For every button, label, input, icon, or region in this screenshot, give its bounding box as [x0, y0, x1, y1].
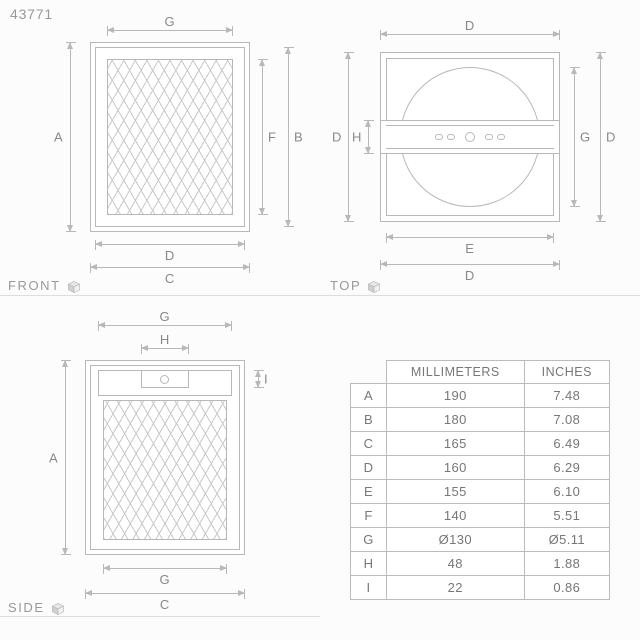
table-cell: 165 — [387, 432, 525, 456]
dim-side-g2: G — [103, 568, 227, 569]
side-view: G H G C A I — [30, 315, 310, 625]
dim-front-c: C — [90, 267, 250, 268]
table-row: H481.88 — [351, 552, 610, 576]
table-cell: F — [351, 504, 387, 528]
dim-top-d2: D — [380, 264, 560, 265]
dim-front-a: A — [70, 42, 71, 232]
table-cell: 6.10 — [524, 480, 609, 504]
table-row: I220.86 — [351, 576, 610, 600]
table-cell: 155 — [387, 480, 525, 504]
dim-top-e: E — [386, 237, 554, 238]
table-cell: 180 — [387, 408, 525, 432]
table-cell: 6.29 — [524, 456, 609, 480]
dim-top-h: H — [368, 120, 369, 154]
dim-side-h: H — [141, 348, 189, 349]
dimensions-table: MILLIMETERS INCHES A1907.48B1807.08C1656… — [350, 360, 610, 600]
table-cell: 1.88 — [524, 552, 609, 576]
table-header: INCHES — [524, 361, 609, 384]
table-row: F1405.51 — [351, 504, 610, 528]
dim-side-c: C — [85, 593, 245, 594]
table-cell: 140 — [387, 504, 525, 528]
table-cell: 0.86 — [524, 576, 609, 600]
table-cell: 48 — [387, 552, 525, 576]
table-cell: 160 — [387, 456, 525, 480]
front-view: G D C A F B — [30, 12, 310, 292]
table-cell: B — [351, 408, 387, 432]
table-row: C1656.49 — [351, 432, 610, 456]
table-header-row: MILLIMETERS INCHES — [351, 361, 610, 384]
cube-icon — [67, 280, 79, 292]
caption-top: TOP — [330, 278, 379, 293]
cube-icon — [51, 602, 63, 614]
table-cell: Ø5.11 — [524, 528, 609, 552]
dim-side-g: G — [98, 325, 232, 326]
table-cell: E — [351, 480, 387, 504]
dim-side-i: I — [258, 370, 259, 388]
caption-side: SIDE — [8, 600, 63, 615]
divider — [0, 295, 640, 296]
table-cell: 7.08 — [524, 408, 609, 432]
dimensions-table-region: MILLIMETERS INCHES A1907.48B1807.08C1656… — [350, 360, 630, 620]
dim-top-g: G — [574, 67, 575, 207]
table-cell: H — [351, 552, 387, 576]
dim-front-g: G — [107, 30, 233, 31]
dim-top-left-d: D — [348, 52, 349, 222]
table-cell: Ø130 — [387, 528, 525, 552]
table-cell: G — [351, 528, 387, 552]
table-cell: C — [351, 432, 387, 456]
table-header: MILLIMETERS — [387, 361, 525, 384]
dim-front-b: B — [288, 47, 289, 227]
dim-top-right-d: D — [600, 52, 601, 222]
caption-front: FRONT — [8, 278, 79, 293]
table-cell: A — [351, 384, 387, 408]
table-cell: D — [351, 456, 387, 480]
table-cell: 22 — [387, 576, 525, 600]
dim-top-d: D — [380, 34, 560, 35]
table-row: D1606.29 — [351, 456, 610, 480]
table-row: GØ130Ø5.11 — [351, 528, 610, 552]
table-cell: 7.48 — [524, 384, 609, 408]
table-header — [351, 361, 387, 384]
dim-front-f: F — [262, 59, 263, 215]
table-cell: 190 — [387, 384, 525, 408]
table-cell: 5.51 — [524, 504, 609, 528]
table-row: E1556.10 — [351, 480, 610, 504]
table-row: B1807.08 — [351, 408, 610, 432]
table-cell: I — [351, 576, 387, 600]
top-view: D E D D H G D — [330, 12, 630, 292]
cube-icon — [367, 280, 379, 292]
table-cell: 6.49 — [524, 432, 609, 456]
table-row: A1907.48 — [351, 384, 610, 408]
dim-side-a: A — [65, 360, 66, 555]
dim-front-d: D — [95, 244, 245, 245]
